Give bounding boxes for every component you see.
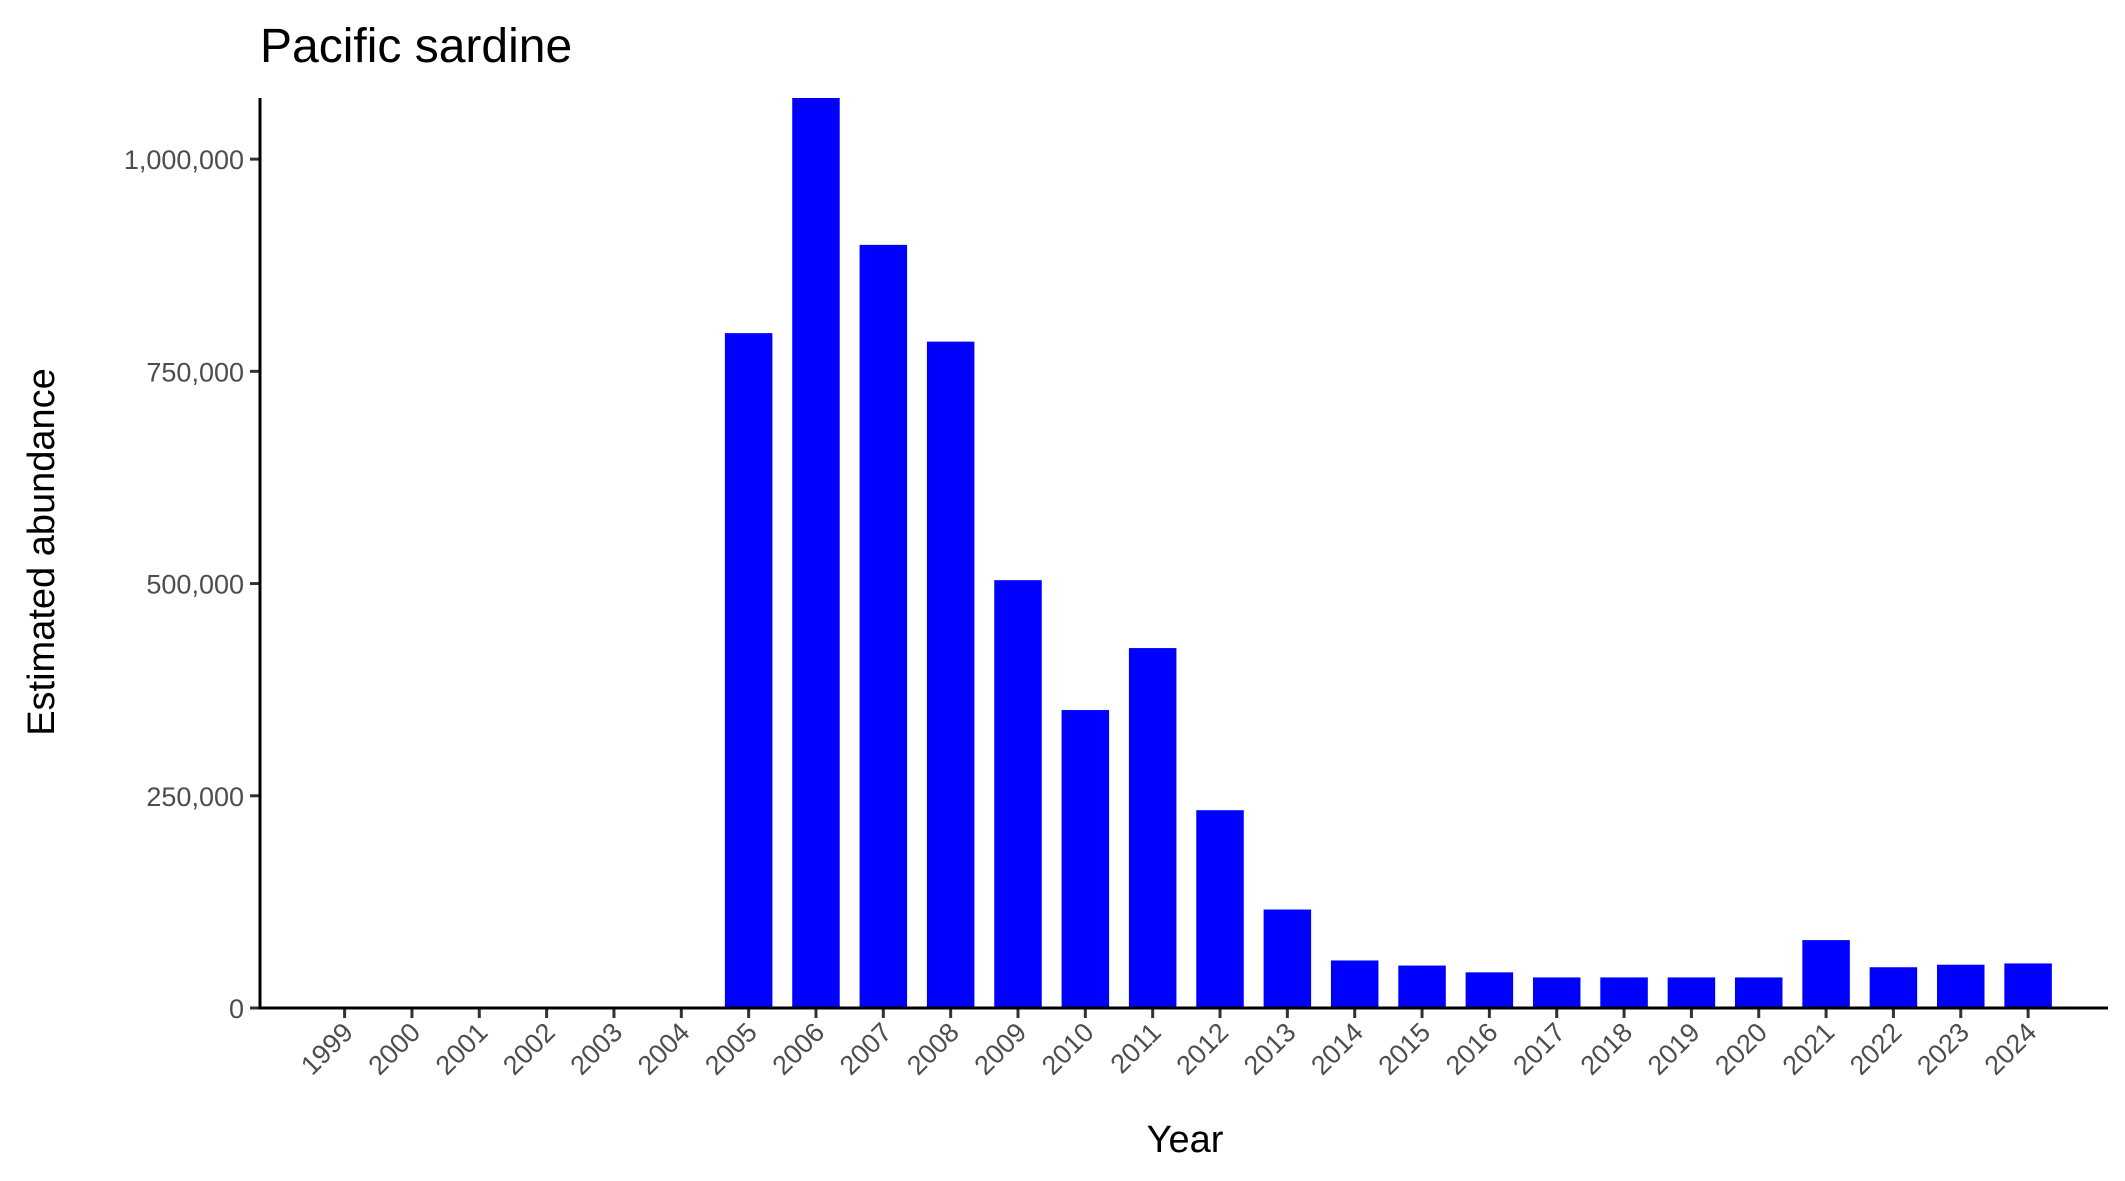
bar-2018: [1600, 977, 1648, 1008]
x-tick-label: 2024: [1979, 1017, 2043, 1081]
y-tick-label: 1,000,000: [124, 145, 244, 175]
x-tick-label: 2020: [1709, 1017, 1773, 1081]
x-tick-label: 2011: [1105, 1017, 1167, 1079]
x-tick-label: 2021: [1777, 1017, 1841, 1081]
bar-2007: [859, 244, 908, 1009]
x-tick-label: 2018: [1575, 1017, 1639, 1081]
x-tick-label: 2007: [834, 1017, 898, 1081]
x-tick-label: 2023: [1911, 1017, 1975, 1081]
bar-2012: [1196, 810, 1244, 1008]
x-tick-label: 1999: [295, 1017, 359, 1081]
bar-2020: [1734, 977, 1783, 1008]
bar-2022: [1869, 967, 1918, 1008]
x-axis-title: Year: [1147, 1119, 1224, 1161]
x-tick-label: 2008: [901, 1017, 965, 1081]
bar-2008: [926, 341, 975, 1008]
x-tick-label: 2004: [632, 1017, 696, 1081]
bar-2023: [1937, 964, 1985, 1008]
y-tick-label: 0: [229, 994, 244, 1024]
x-tick-label: 2014: [1305, 1017, 1369, 1081]
x-tick-label: 2003: [565, 1017, 629, 1081]
x-tick-label: 2005: [699, 1017, 763, 1081]
x-tick-label: 2012: [1171, 1017, 1235, 1081]
axes: 1999 2000 2001 2002 2003 2004 2005 2006 2007 2008…: [124, 98, 2108, 1081]
bar-2013: [1263, 909, 1312, 1008]
y-tick-label: 500,000: [146, 570, 244, 600]
bar-2015: [1398, 965, 1446, 1008]
x-tick-label: 2009: [969, 1017, 1033, 1081]
x-tick-label: 2001: [430, 1017, 494, 1081]
bar-2024: [2004, 963, 2052, 1008]
bar-2014: [1330, 960, 1379, 1008]
bar-2005: [724, 333, 773, 1009]
bar-2009: [994, 580, 1042, 1008]
bar-2017: [1532, 977, 1581, 1008]
y-tick-label: 250,000: [146, 782, 244, 812]
x-tick-label: 2000: [362, 1017, 426, 1081]
x-tick-label: 2013: [1238, 1017, 1302, 1081]
x-tick-label: 2016: [1440, 1017, 1504, 1081]
bar-2016: [1465, 972, 1514, 1008]
bar-2021: [1802, 940, 1850, 1008]
x-tick-label: 2006: [767, 1017, 831, 1081]
bar-2019: [1667, 977, 1716, 1008]
y-axis-title: Estimated abundance: [21, 368, 63, 736]
x-tick-label: 2002: [497, 1017, 561, 1081]
x-tick-label: 2015: [1373, 1017, 1437, 1081]
y-tick-label: 750,000: [146, 357, 244, 387]
x-tick-label: 2019: [1642, 1017, 1706, 1081]
x-tick-label: 2017: [1507, 1017, 1571, 1081]
bar-2010: [1061, 710, 1110, 1008]
x-tick-label: 2010: [1036, 1017, 1100, 1081]
bars: [724, 98, 2052, 1009]
x-tick-label: 2022: [1844, 1017, 1908, 1081]
bar-2011: [1128, 648, 1177, 1008]
bar-2006: [792, 98, 840, 1008]
chart-title: Pacific sardine: [260, 20, 572, 73]
